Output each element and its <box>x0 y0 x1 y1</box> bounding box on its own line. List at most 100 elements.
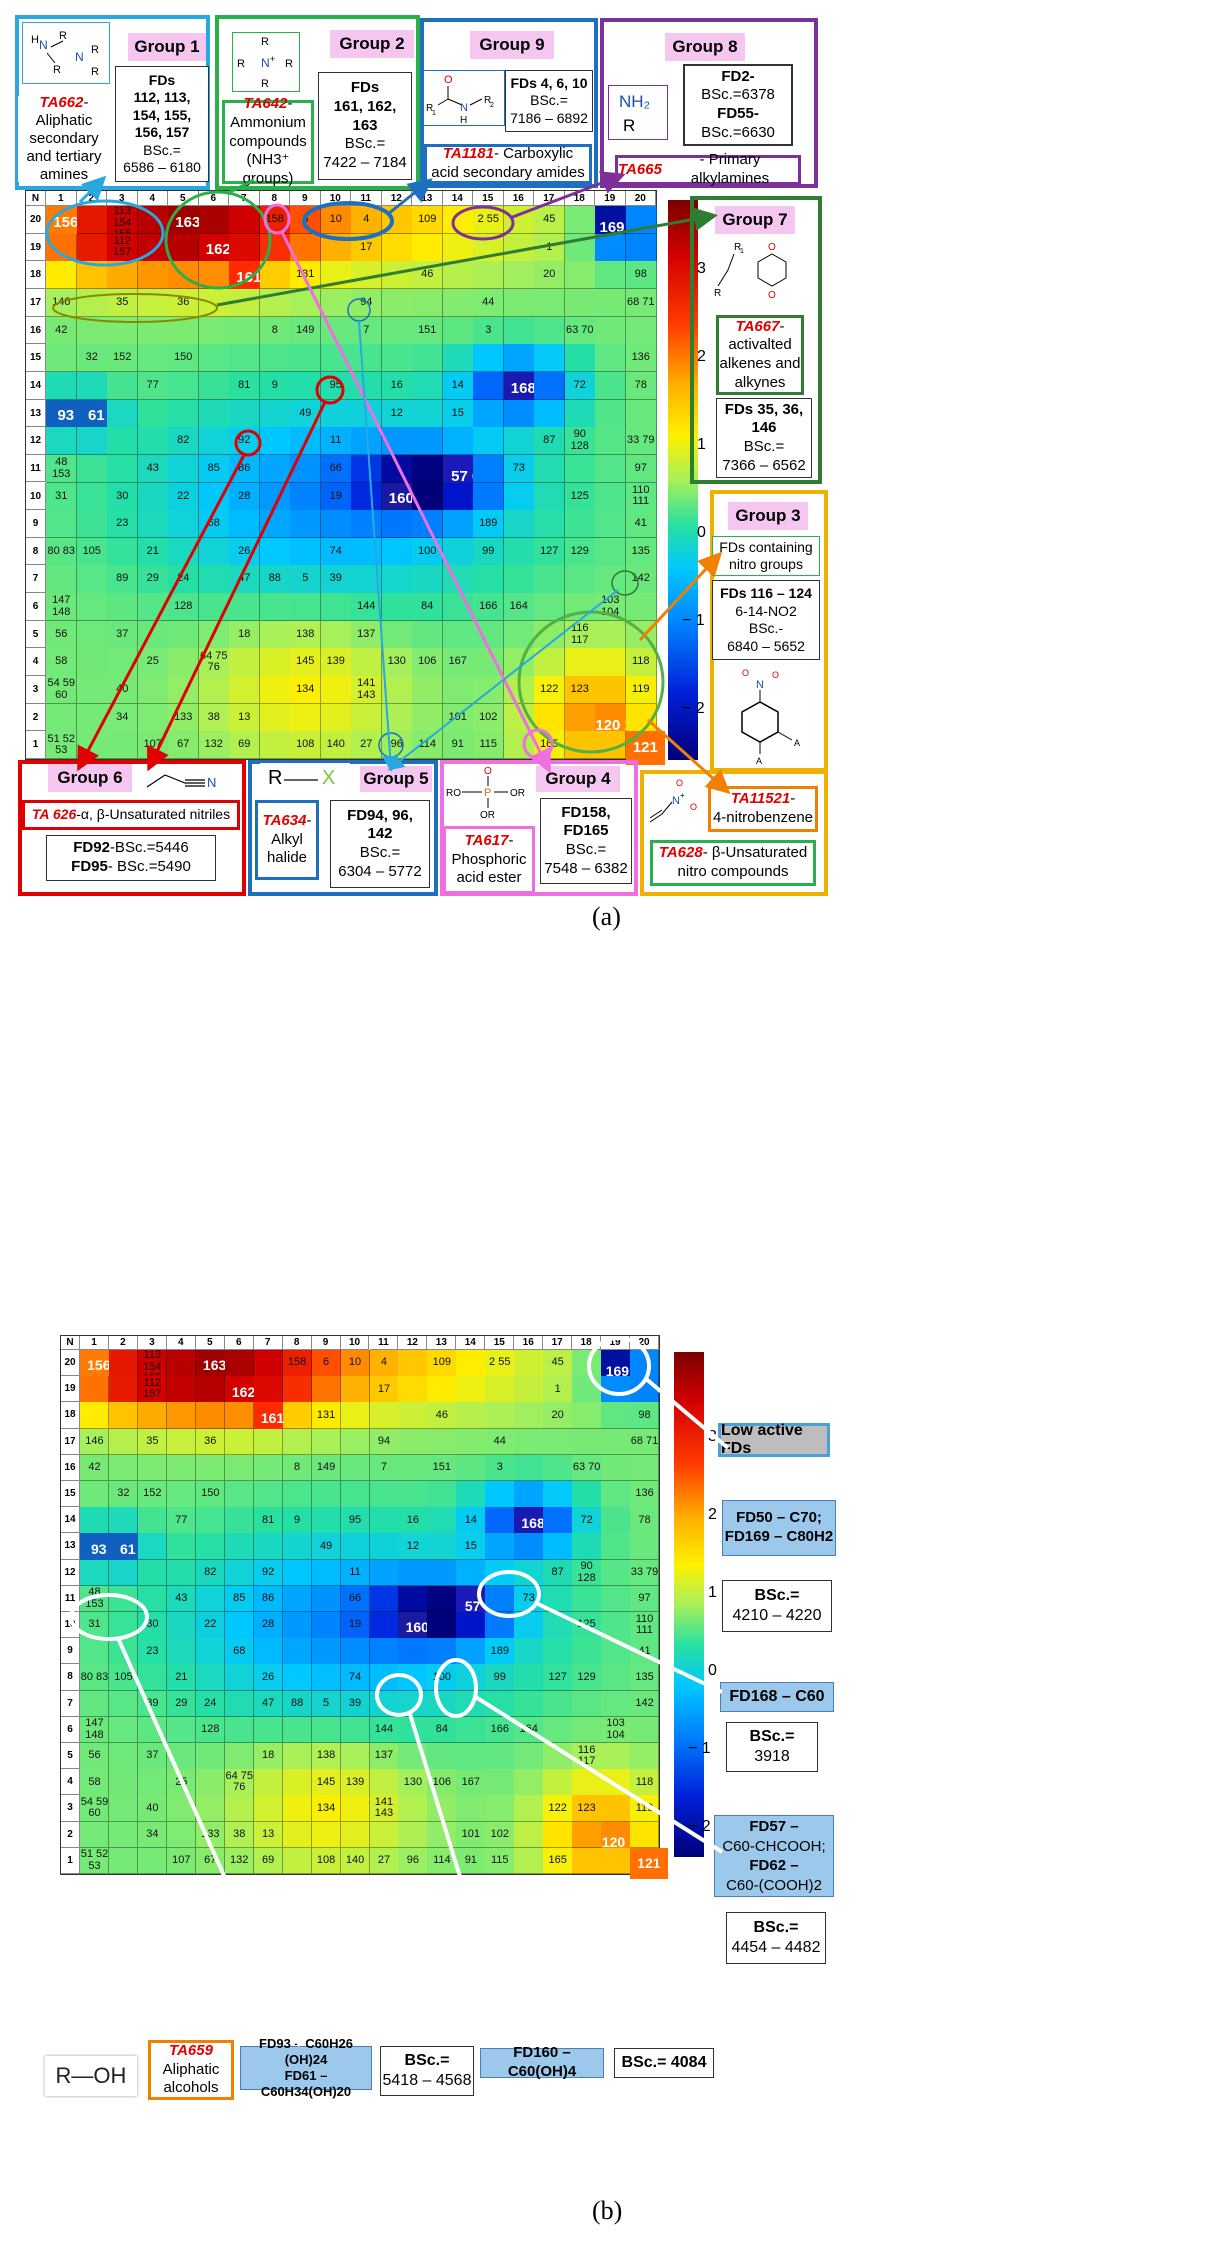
heatmap-cell <box>108 1795 139 1823</box>
heatmap-cell <box>46 261 77 290</box>
heatmap-cell-label: 106 <box>432 1775 452 1788</box>
heatmap-cell-label: 20 <box>551 1408 564 1421</box>
heatmap-cell <box>76 288 108 318</box>
heatmap-cell <box>369 1847 399 1875</box>
heatmap-cell <box>340 1847 370 1875</box>
heatmap-cell-label: 149 <box>296 323 315 336</box>
group1-ta-text: secondary <box>29 130 99 147</box>
heatmap-cell-label: 142 <box>635 1696 654 1709</box>
row-header: 8 <box>26 537 46 566</box>
column-header: 16 <box>503 191 534 206</box>
heatmap-cell <box>473 537 504 566</box>
heatmap-cell-label: 16 <box>390 378 403 391</box>
heatmap-cell <box>503 399 535 428</box>
column-header: 12 <box>398 1336 428 1350</box>
heatmap-cell <box>351 731 382 760</box>
heatmap-cell-label: 128 <box>201 1723 220 1736</box>
heatmap-cell <box>282 1428 313 1456</box>
heatmap-cell <box>137 1795 168 1823</box>
group5-structure-icon: R X <box>260 763 350 795</box>
heatmap-cell-label: 123 <box>577 1801 596 1814</box>
heatmap-cell <box>369 1507 399 1534</box>
group6-struct-n: N <box>207 775 216 790</box>
heatmap-cell <box>601 1795 631 1823</box>
bsc-label: BSc.= <box>754 1587 800 1604</box>
heatmap-cell <box>166 1638 197 1665</box>
heatmap-cell-label: 68 71 <box>626 295 655 308</box>
heatmap-cell-label: 165 <box>548 1854 567 1867</box>
heatmap-cell-label: 56 <box>55 627 68 640</box>
row-header: 12 <box>26 427 46 455</box>
svg-text:R: R <box>261 78 269 90</box>
heatmap-cell <box>107 537 138 566</box>
heatmap-cell-label: 89 <box>116 572 129 585</box>
heatmap-cell-label: 80 83 <box>47 544 76 557</box>
heatmap-cell <box>195 1559 226 1587</box>
heatmap-cell <box>253 1664 284 1692</box>
heatmap-cell <box>168 371 199 401</box>
column-header: 16 <box>514 1336 544 1350</box>
heatmap-cell-label: 39 <box>329 572 342 585</box>
row-header: 3 <box>26 676 46 704</box>
heatmap-cell-label: 25 <box>146 655 159 668</box>
heatmap-cell-label: 116 117 <box>577 1743 596 1768</box>
group1-ta-text: Aliphatic <box>35 112 93 129</box>
column-header: N <box>61 1336 80 1350</box>
heatmap-cell <box>473 344 504 373</box>
column-header: 9 <box>311 1336 341 1350</box>
heatmap-cell <box>320 510 352 539</box>
heatmap-cell-label: 158 <box>287 1356 307 1369</box>
heatmap-cell-label: 2 55 <box>477 213 499 226</box>
column-header: 4 <box>166 1336 196 1350</box>
row-header: 4 <box>61 1769 80 1796</box>
heatmap-cell <box>456 1533 486 1561</box>
group5-frame <box>248 760 438 896</box>
heatmap-cell <box>473 371 504 401</box>
row-header: 20 <box>61 1350 80 1377</box>
svg-text:H: H <box>31 34 39 46</box>
group1-fd-box: FDs 112, 113, 154, 155, 156, 157 BSc.= 6… <box>115 66 209 182</box>
heatmap-cell-label: 63 70 <box>565 323 594 336</box>
heatmap-cell <box>46 233 77 262</box>
heatmap-cell <box>514 1769 544 1796</box>
heatmap-cell-label: 115 <box>479 738 498 751</box>
heatmap-cell <box>311 1664 342 1692</box>
heatmap-cell <box>107 371 138 401</box>
group4-bsc: 7548 – 6382 <box>544 859 628 877</box>
group6-ta-text: -α, β-Unsaturated nitriles <box>76 806 231 823</box>
heatmap-cell <box>76 593 108 622</box>
heatmap-cell <box>76 648 108 677</box>
heatmap-cell-label: 17 <box>377 1382 391 1395</box>
heatmap-cell <box>473 261 504 290</box>
heatmap-cell <box>195 1716 226 1744</box>
heatmap-cell <box>137 1559 168 1587</box>
heatmap-cell-label: 66 <box>348 1592 362 1605</box>
row-header: 12 <box>61 1559 80 1586</box>
svg-text:R: R <box>261 36 269 48</box>
heatmap-cell <box>572 1847 602 1875</box>
heatmap-cell <box>427 1507 457 1534</box>
heatmap-cell <box>80 1716 110 1744</box>
heatmap-cell <box>427 1533 457 1561</box>
heatmap-cell-label: 58 <box>88 1775 101 1788</box>
heatmap-cell <box>398 1402 428 1430</box>
heatmap-cell <box>564 482 596 511</box>
column-header: 1 <box>80 1336 109 1350</box>
heatmap-cell <box>166 1585 197 1613</box>
heatmap-cell <box>107 565 138 594</box>
heatmap-cell-label: 38 <box>233 1827 246 1840</box>
group5-bsc: 6304 – 5772 <box>338 862 422 880</box>
svg-text:RO: RO <box>446 788 461 799</box>
heatmap-cell <box>108 1481 139 1508</box>
group1-bsc: 6586 – 6180 <box>123 159 201 175</box>
row-header: 10 <box>61 1612 80 1639</box>
heatmap-cell <box>340 1743 370 1770</box>
heatmap-cell-label: 100 <box>418 544 437 557</box>
heatmap-cell-label: 167 <box>461 1775 480 1788</box>
bsc-value: 3918 <box>754 1748 790 1765</box>
heatmap-cell <box>369 1743 399 1770</box>
heatmap-cell <box>534 676 565 705</box>
heatmap-cell <box>46 316 77 345</box>
heatmap-cell <box>282 1690 313 1718</box>
group4-ta-text: - <box>508 831 514 849</box>
